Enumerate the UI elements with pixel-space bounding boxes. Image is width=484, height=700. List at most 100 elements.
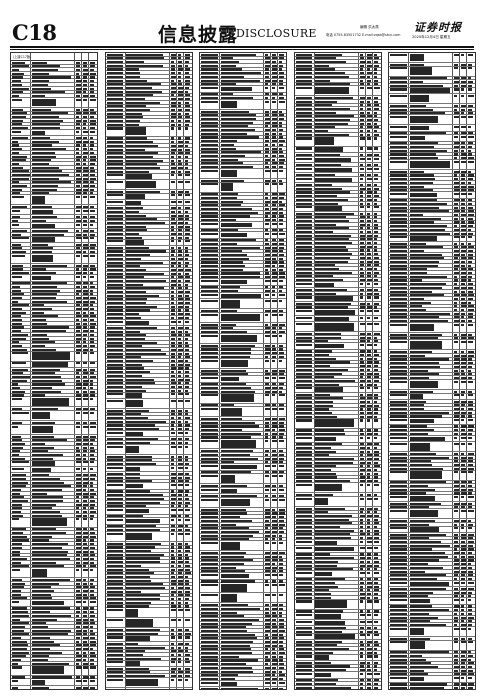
cell-name — [409, 432, 429, 435]
cell-name — [409, 132, 447, 135]
cell-value — [90, 268, 96, 271]
cell-value — [359, 568, 364, 571]
cell-value — [83, 223, 88, 226]
cell-value — [177, 360, 183, 363]
cell-value — [468, 623, 473, 626]
cell-code — [390, 683, 407, 686]
cell-code — [295, 147, 312, 150]
table-row — [105, 532, 192, 543]
table-row — [389, 658, 475, 662]
cell-value — [265, 355, 269, 358]
cell-value — [184, 586, 191, 590]
cell-name — [409, 181, 433, 184]
table-row — [389, 442, 475, 453]
cell-name — [31, 593, 52, 596]
cell-code — [12, 568, 21, 572]
cell-value — [265, 551, 270, 555]
cell-value — [373, 472, 379, 475]
cell-value — [461, 577, 465, 580]
cell-code — [12, 72, 24, 75]
cell-name — [31, 308, 53, 311]
table-row — [200, 53, 286, 57]
cell-value — [359, 115, 366, 118]
cell-name — [126, 497, 164, 500]
table-row — [11, 333, 97, 337]
cell-name — [220, 242, 237, 246]
cell-value — [90, 127, 96, 130]
table-row — [11, 329, 97, 334]
cell-name — [409, 286, 442, 289]
cell-name — [126, 579, 151, 582]
cell-value — [454, 104, 458, 107]
table-row — [200, 344, 286, 348]
table-row — [200, 573, 286, 580]
cell-code — [12, 304, 29, 307]
cell-code — [295, 368, 312, 371]
cell-value — [468, 429, 473, 432]
cell-value — [366, 61, 372, 64]
cell-value — [279, 519, 284, 522]
cell-name — [315, 264, 336, 267]
cell-code — [295, 340, 312, 343]
cell-value — [468, 290, 473, 293]
cell-value — [272, 440, 278, 443]
cell-code — [295, 104, 312, 107]
cell-value — [468, 637, 473, 640]
cell-value — [468, 669, 474, 672]
cell-code — [390, 559, 407, 562]
cell-value — [76, 72, 80, 75]
cell-value — [468, 527, 472, 530]
cell-value — [468, 537, 473, 540]
cell-value — [184, 257, 188, 260]
cell-name — [31, 640, 54, 643]
cell-code — [201, 453, 218, 456]
table-row — [105, 221, 192, 225]
table-row — [200, 147, 286, 151]
cell-value — [177, 438, 183, 441]
cell-value — [359, 242, 364, 245]
cell-code — [12, 127, 29, 130]
cell-value — [461, 88, 465, 91]
table-row — [200, 114, 286, 118]
cell-name — [220, 429, 242, 432]
cell-code — [12, 499, 28, 503]
cell-value — [83, 264, 88, 267]
cell-code — [390, 236, 407, 239]
table-row — [294, 372, 381, 376]
cell-value — [76, 275, 80, 278]
cell-value — [177, 653, 182, 657]
table-row — [105, 445, 192, 455]
cell-name — [31, 61, 48, 64]
cell-value — [76, 188, 82, 191]
table-row — [294, 581, 381, 585]
cell-value — [279, 641, 283, 644]
table-row — [389, 210, 475, 214]
cell-value — [272, 534, 276, 537]
cell-value — [265, 508, 271, 511]
cell-name — [31, 159, 52, 162]
cell-code — [390, 591, 407, 594]
cell-value — [177, 561, 184, 564]
cell-name — [126, 97, 145, 101]
cell-value — [454, 297, 458, 300]
cell-code — [201, 268, 218, 271]
cell-value — [184, 225, 191, 228]
cell-name — [220, 666, 253, 669]
cell-value — [366, 480, 373, 483]
cell-code — [106, 367, 123, 370]
cell-value — [373, 450, 379, 453]
cell-value — [366, 53, 373, 56]
cell-value — [177, 155, 181, 158]
cell-code — [12, 61, 25, 64]
cell-code — [390, 272, 407, 275]
cell-code — [295, 626, 312, 629]
table-row — [105, 279, 192, 283]
cell-value — [454, 77, 460, 80]
cell-name — [220, 530, 259, 533]
table-row — [200, 75, 286, 79]
cell-value — [76, 376, 80, 379]
cell-value — [366, 630, 373, 633]
cell-code — [295, 630, 312, 633]
cell-value — [454, 160, 459, 163]
cell-code — [106, 345, 123, 348]
